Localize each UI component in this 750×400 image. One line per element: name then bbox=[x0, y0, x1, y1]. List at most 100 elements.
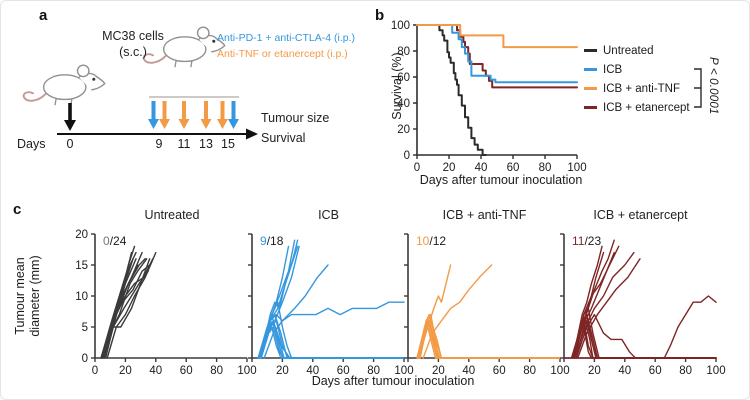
y-tick-label: 100 bbox=[391, 20, 410, 32]
fraction-denominator: /23 bbox=[584, 234, 602, 248]
legend-dash-icon bbox=[584, 68, 597, 71]
injection-arrowhead bbox=[200, 119, 212, 129]
regression-fraction: 9/18 bbox=[260, 234, 283, 248]
panel-c-label: c bbox=[13, 201, 22, 218]
growth-y-axis-title-line1: Tumour mean bbox=[13, 257, 27, 335]
x-tick-label: 20 bbox=[432, 365, 445, 377]
growth-line bbox=[573, 251, 635, 359]
fraction-numerator: 9 bbox=[260, 234, 267, 248]
legend-dash-icon bbox=[584, 49, 597, 52]
growth-line bbox=[416, 320, 561, 359]
cell-line-label: MC38 cells (s.c.) bbox=[85, 29, 181, 60]
x-tick-label: 20 bbox=[119, 365, 132, 377]
survival-x-axis-title: Days after tumour inoculation bbox=[419, 173, 583, 187]
survival-curve bbox=[416, 24, 578, 89]
growth-chart-untreated: 0 5 10 15 20 0 20 40 60 80 100 bbox=[75, 229, 256, 377]
x-tick-label: 100 bbox=[394, 365, 413, 377]
p-value: P < 0.0001 bbox=[707, 57, 719, 115]
x-tick-label: 20 bbox=[276, 365, 289, 377]
x-tick-label: 40 bbox=[306, 365, 319, 377]
readout-survival: Survival bbox=[261, 131, 306, 145]
injection-arrowhead bbox=[217, 119, 228, 129]
x-tick-label: 60 bbox=[649, 365, 662, 377]
legend-label: ICB + etanercept bbox=[603, 101, 690, 114]
growth-chart-icb-etanercept: 20 40 60 80 100 bbox=[560, 233, 726, 377]
x-tick-label: 80 bbox=[539, 162, 552, 174]
inoculation-arrowhead bbox=[64, 120, 76, 131]
timeline-diagram bbox=[57, 96, 258, 140]
day-tick: 11 bbox=[177, 137, 191, 151]
x-tick-label: 60 bbox=[180, 365, 193, 377]
readout-tumour-size: Tumour size bbox=[261, 111, 330, 125]
growth-chart-icb: 20 40 60 80 100 bbox=[248, 233, 414, 377]
x-tick-label: 60 bbox=[507, 162, 520, 174]
y-tick-label: 20 bbox=[397, 124, 410, 136]
x-tick-label: 100 bbox=[550, 365, 569, 377]
growth-line bbox=[263, 264, 329, 359]
panel-a: a MC38 cells (s.c.) Anti-PD-1 + anti-CTL… bbox=[1, 1, 376, 196]
injection-arrowhead bbox=[148, 119, 159, 129]
survival-chart: 0 20 40 60 80 100 0 20 40 60 80 100 bbox=[391, 20, 587, 174]
survival-curve bbox=[416, 24, 578, 84]
growth-line bbox=[260, 301, 405, 359]
x-tick-label: 100 bbox=[567, 162, 586, 174]
growth-x-axis-title: Days after tumour inoculation bbox=[311, 374, 475, 388]
growth-line bbox=[103, 270, 149, 359]
legend-label: ICB bbox=[603, 63, 623, 76]
growth-line bbox=[416, 320, 561, 359]
growth-line bbox=[572, 245, 620, 359]
regression-fraction: 10/12 bbox=[416, 234, 446, 248]
injection-arrowhead bbox=[178, 119, 190, 129]
subplot-title: Untreated bbox=[144, 208, 200, 222]
growth-subplot-icb-anti-tnf: ICB + anti-TNF 10/12 20 40 60 80 100 bbox=[404, 208, 570, 378]
y-tick-label: 5 bbox=[82, 322, 88, 334]
x-tick-label: 80 bbox=[367, 365, 380, 377]
injection-arrowhead bbox=[228, 119, 239, 129]
growth-subplots: Untreated 0/24 0 5 10 15 20 0 20 40 60 80 100 ICB … bbox=[69, 208, 726, 378]
x-tick-label: 20 bbox=[443, 162, 456, 174]
panel-a-label: a bbox=[39, 7, 48, 24]
icb-injection-label: Anti-PD-1 + anti-CTLA-4 (i.p.) bbox=[217, 32, 355, 44]
x-tick-label: 60 bbox=[493, 365, 506, 377]
growth-line bbox=[101, 258, 148, 359]
x-tick-label: 100 bbox=[237, 365, 256, 377]
growth-line bbox=[422, 264, 493, 359]
fraction-numerator: 11 bbox=[572, 234, 585, 248]
day-tick: 13 bbox=[199, 137, 213, 151]
x-tick-label: 40 bbox=[462, 365, 475, 377]
y-tick-label: 40 bbox=[397, 98, 410, 110]
growth-y-axis-title-line2: diameter (mm) bbox=[28, 255, 42, 337]
legend-label: ICB + anti-TNF bbox=[603, 82, 681, 95]
tnf-injection-label: Anti-TNF or etanercept (i.p.) bbox=[217, 48, 348, 60]
panel-b-label: b bbox=[375, 7, 385, 24]
survival-curve bbox=[416, 24, 578, 49]
injection-arrowhead bbox=[159, 119, 170, 129]
survival-legend: Untreated ICB ICB + anti-TNF ICB + etanerce… bbox=[584, 41, 690, 117]
regression-fraction: 11/23 bbox=[572, 234, 601, 248]
survival-curve bbox=[416, 24, 487, 156]
x-tick-label: 80 bbox=[523, 365, 536, 377]
x-tick-label: 40 bbox=[149, 365, 162, 377]
x-tick-label: 80 bbox=[210, 365, 223, 377]
x-tick-label: 20 bbox=[588, 365, 601, 377]
growth-line bbox=[577, 258, 641, 359]
legend-label: Untreated bbox=[603, 44, 654, 57]
legend-item: ICB + etanercept bbox=[584, 98, 690, 117]
growth-line bbox=[563, 295, 717, 359]
day-tick: 15 bbox=[221, 137, 235, 151]
growth-subplot-icb: ICB 9/18 20 40 60 80 100 bbox=[248, 208, 414, 378]
legend-item: ICB bbox=[584, 60, 690, 79]
x-tick-label: 40 bbox=[618, 365, 631, 377]
growth-line bbox=[572, 239, 615, 359]
timeline-arrowhead bbox=[246, 128, 258, 140]
fraction-denominator: /12 bbox=[429, 234, 447, 248]
regression-fraction: 0/24 bbox=[103, 234, 126, 248]
x-tick-label: 0 bbox=[414, 162, 420, 174]
growth-subplot-untreated: Untreated 0/24 0 5 10 15 20 0 20 40 60 80 100 bbox=[69, 208, 256, 378]
subplot-title: ICB + etanercept bbox=[593, 208, 688, 222]
fraction-numerator: 0 bbox=[103, 234, 110, 248]
growth-line bbox=[260, 245, 299, 359]
growth-chart-icb-anti-tnf: 20 40 60 80 100 bbox=[404, 233, 570, 377]
cell-line-name: MC38 cells bbox=[102, 29, 164, 43]
